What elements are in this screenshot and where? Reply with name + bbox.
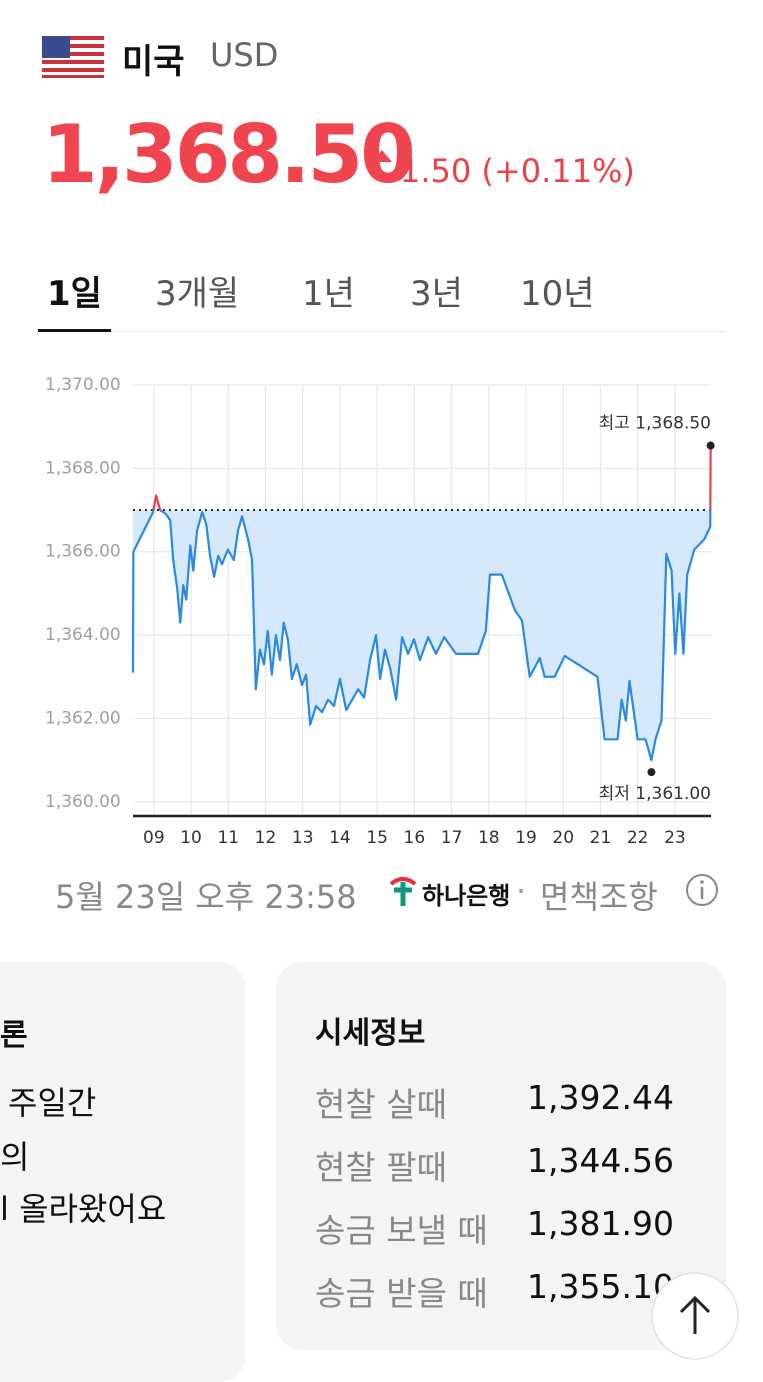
y-tick-label: 1,360.00 — [45, 792, 121, 812]
separator: · — [516, 872, 527, 910]
annotation-label: 최고 1,368.50 — [599, 414, 711, 434]
card-title: 시세정보 — [315, 1016, 426, 1051]
currency: USD — [210, 36, 279, 74]
summary-card[interactable]: 론 주일간 의 l 올라왔어요 — [0, 962, 245, 1382]
tab[interactable]: 10년 — [520, 274, 595, 314]
row-value: 1,344.56 — [527, 1141, 674, 1180]
row-value: 1,355.10 — [527, 1267, 674, 1306]
x-tick-label: 14 — [329, 828, 351, 848]
flag-icon — [42, 36, 104, 78]
tab[interactable]: 1일 — [47, 274, 102, 314]
row-label: 송금 받을 때 — [315, 1274, 488, 1313]
line — [131, 447, 712, 762]
annotation-dot — [706, 441, 715, 450]
timestamp: 5월 23일 오후 23:58 — [55, 878, 357, 916]
x-tick-label: 23 — [664, 828, 686, 848]
row-value: 1,392.44 — [527, 1078, 674, 1117]
x-tick-label: 21 — [590, 828, 612, 848]
x-tick-label: 20 — [552, 828, 574, 848]
x-tick-label: 11 — [217, 828, 239, 848]
price: 1,368.50 — [42, 108, 416, 201]
scroll-top-button[interactable] — [645, 1268, 745, 1361]
up-arrow — [372, 150, 392, 162]
x-tick-label: 17 — [441, 828, 463, 848]
y-tick-label: 1,364.00 — [45, 625, 121, 645]
tab[interactable]: 3년 — [410, 274, 463, 314]
annotation-label: 최저 1,361.00 — [599, 784, 711, 804]
bank-name: 하나은행 — [422, 882, 511, 910]
y-tick-label: 1,368.00 — [45, 458, 121, 478]
y-tick-label: 1,362.00 — [45, 708, 121, 728]
tab[interactable]: 3개월 — [155, 274, 240, 314]
info-card: 시세정보 현찰 살때 1,392.44 현찰 팔때 1,344.56 송금 보낼… — [276, 962, 726, 1350]
tab-underline — [38, 329, 111, 332]
info-icon[interactable] — [684, 872, 720, 908]
card-line: 의 — [0, 1138, 30, 1176]
x-tick-label: 16 — [404, 828, 426, 848]
change-value: 1.50 — [400, 152, 472, 190]
x-tick-label: 19 — [515, 828, 537, 848]
change: 1.50 (+0.11%) — [400, 152, 635, 190]
annotation-dot — [647, 768, 656, 777]
x-tick-label: 22 — [627, 828, 649, 848]
card-line: 주일간 — [8, 1084, 97, 1122]
tab[interactable]: 1년 — [302, 274, 355, 314]
card-title: 론 — [0, 1018, 28, 1053]
x-tick-label: 18 — [478, 828, 500, 848]
y-tick-label: 1,366.00 — [45, 542, 121, 562]
disclaimer[interactable]: 면책조항 — [540, 878, 658, 916]
change-pct: (+0.11%) — [481, 152, 635, 190]
row-value: 1,381.90 — [527, 1204, 674, 1243]
row-label: 송금 보낼 때 — [315, 1211, 488, 1250]
chart: 1,360.00 1,362.00 1,364.00 1,366.00 1,368.00… — [45, 375, 715, 848]
tab-divider — [38, 331, 725, 332]
row-label: 현찰 살때 — [315, 1085, 447, 1124]
x-tick-label: 15 — [366, 828, 388, 848]
area — [133, 447, 711, 761]
bank-logo — [389, 877, 417, 906]
x-tick-label: 12 — [255, 828, 277, 848]
row-label: 현찰 팔때 — [315, 1148, 447, 1187]
card-line: l 올라왔어요 — [0, 1190, 167, 1228]
x-tick-label: 10 — [180, 828, 202, 848]
x-tick-label: 09 — [143, 828, 165, 848]
country: 미국 — [122, 42, 185, 82]
x-tick-label: 13 — [292, 828, 314, 848]
y-tick-label: 1,370.00 — [45, 375, 121, 395]
